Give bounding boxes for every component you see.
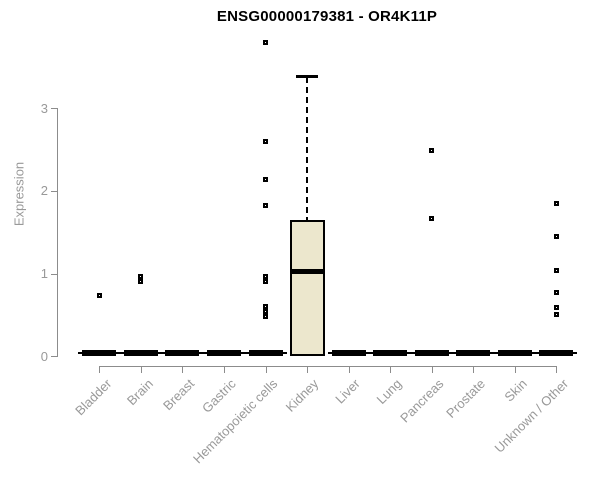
category-label: Pancreas [396, 376, 447, 426]
x-axis-tick [140, 367, 142, 373]
zero-median-bar [123, 350, 158, 357]
zero-median-bar [248, 350, 283, 357]
outlier-point [138, 279, 144, 285]
outlier-point [429, 147, 435, 153]
y-axis-tick [51, 108, 57, 110]
x-axis-tick [182, 367, 184, 373]
category-label: Liver [332, 376, 364, 407]
x-axis-tick [307, 367, 309, 373]
outlier-point [553, 267, 559, 273]
zero-median-bar [456, 350, 491, 357]
outlier-point [553, 233, 559, 239]
category-label: Bladder [71, 376, 114, 419]
outlier-point [263, 314, 268, 320]
category-label: Breast [159, 376, 198, 414]
y-tick-label: 0 [40, 348, 48, 364]
zero-median-bar [539, 350, 574, 357]
iqr-box [289, 219, 325, 357]
y-axis-tick [51, 273, 57, 275]
x-axis-tick [348, 367, 350, 373]
zero-median-bar [331, 350, 366, 357]
zero-median-bar [414, 350, 449, 357]
outlier-point [138, 273, 144, 279]
outlier-point [263, 39, 268, 45]
outlier-point [96, 293, 102, 299]
category-label: Kidney [282, 376, 322, 415]
outlier-point [263, 304, 268, 310]
x-axis-tick [473, 367, 475, 373]
outlier-point [263, 273, 268, 279]
category-label: Lung [373, 376, 405, 408]
x-axis-tick [431, 367, 433, 373]
upper-whisker-line [306, 77, 309, 220]
category-label: Prostate [443, 376, 488, 421]
x-axis-tick [223, 367, 225, 373]
y-tick-label: 1 [40, 266, 48, 282]
y-axis-line [57, 108, 58, 358]
x-axis-tick [265, 367, 267, 373]
x-axis-tick [99, 367, 101, 373]
outlier-point [429, 215, 435, 221]
zero-median-bar [165, 350, 200, 357]
outlier-point [553, 200, 559, 206]
y-tick-label: 3 [40, 100, 48, 116]
outlier-point [263, 176, 268, 182]
x-axis-tick [514, 367, 516, 373]
y-tick-label: 2 [40, 183, 48, 199]
zero-median-bar [206, 350, 241, 357]
zero-median-bar [82, 350, 117, 357]
outlier-point [263, 202, 268, 208]
outlier-point [553, 312, 559, 318]
category-label: Unknown / Other [491, 376, 571, 456]
outlier-point [263, 309, 268, 315]
x-axis-tick [390, 367, 392, 373]
category-label: Gastric [198, 376, 239, 416]
category-label: Skin [500, 376, 530, 405]
y-axis-tick [51, 190, 57, 192]
category-label: Brain [123, 376, 156, 409]
upper-whisker-cap [296, 74, 319, 78]
x-axis-line [99, 366, 558, 367]
zero-median-bar [373, 350, 408, 357]
outlier-point [263, 138, 268, 144]
zero-median-bar [497, 350, 532, 357]
chart-title: ENSG00000179381 - OR4K11P [216, 8, 438, 25]
outlier-point [263, 279, 268, 285]
median-bar [289, 269, 325, 275]
y-axis-tick [51, 356, 57, 358]
x-axis-tick [556, 367, 558, 373]
outlier-point [553, 290, 559, 296]
outlier-point [553, 305, 559, 311]
